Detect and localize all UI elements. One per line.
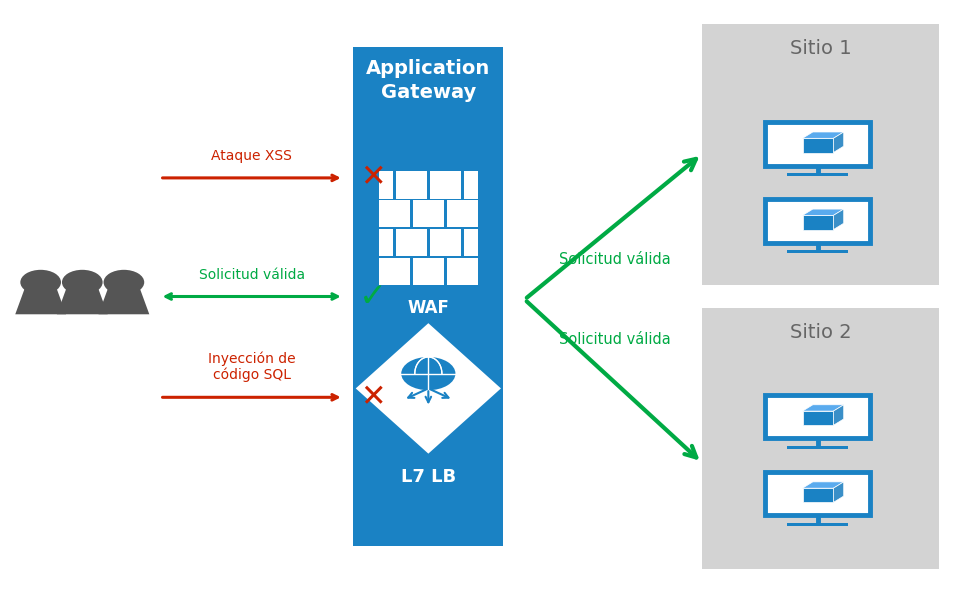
FancyBboxPatch shape <box>378 229 393 256</box>
Text: Sitio 2: Sitio 2 <box>790 323 851 342</box>
Text: Solicitud válida: Solicitud válida <box>559 332 671 347</box>
Text: ✕: ✕ <box>360 383 385 412</box>
FancyBboxPatch shape <box>766 122 870 165</box>
Circle shape <box>402 357 456 390</box>
Polygon shape <box>802 215 833 229</box>
Polygon shape <box>99 289 149 314</box>
FancyBboxPatch shape <box>378 171 393 199</box>
Polygon shape <box>802 405 844 411</box>
Text: WAF: WAF <box>408 299 449 317</box>
Text: Application
Gateway: Application Gateway <box>366 59 491 102</box>
FancyBboxPatch shape <box>464 229 478 256</box>
Circle shape <box>62 270 103 295</box>
FancyBboxPatch shape <box>702 24 939 285</box>
FancyBboxPatch shape <box>412 258 444 285</box>
Circle shape <box>104 270 144 295</box>
Polygon shape <box>15 289 66 314</box>
FancyBboxPatch shape <box>702 308 939 569</box>
Polygon shape <box>833 132 844 152</box>
FancyBboxPatch shape <box>464 171 478 199</box>
FancyBboxPatch shape <box>788 523 848 526</box>
Polygon shape <box>802 411 833 425</box>
Circle shape <box>20 270 61 295</box>
Text: Ataque XSS: Ataque XSS <box>211 149 292 163</box>
FancyBboxPatch shape <box>766 199 870 243</box>
FancyBboxPatch shape <box>788 250 848 253</box>
Text: ✓: ✓ <box>359 280 386 313</box>
Polygon shape <box>833 405 844 425</box>
Text: L7 LB: L7 LB <box>401 468 456 486</box>
FancyBboxPatch shape <box>412 200 444 228</box>
Polygon shape <box>356 323 501 454</box>
FancyBboxPatch shape <box>430 171 461 199</box>
FancyBboxPatch shape <box>766 472 870 515</box>
Polygon shape <box>57 289 107 314</box>
Text: Solicitud válida: Solicitud válida <box>198 267 305 282</box>
FancyBboxPatch shape <box>446 258 478 285</box>
Text: Sitio 1: Sitio 1 <box>790 39 851 58</box>
FancyBboxPatch shape <box>788 446 848 449</box>
FancyBboxPatch shape <box>396 229 427 256</box>
Polygon shape <box>802 138 833 152</box>
Text: ✕: ✕ <box>360 164 385 192</box>
FancyBboxPatch shape <box>378 200 410 228</box>
Text: Solicitud válida: Solicitud válida <box>559 252 671 267</box>
Polygon shape <box>802 488 833 502</box>
FancyBboxPatch shape <box>446 200 478 228</box>
Polygon shape <box>833 482 844 502</box>
FancyBboxPatch shape <box>788 173 848 176</box>
FancyBboxPatch shape <box>353 47 503 546</box>
Polygon shape <box>802 482 844 488</box>
Polygon shape <box>802 132 844 138</box>
FancyBboxPatch shape <box>396 171 427 199</box>
FancyBboxPatch shape <box>378 258 410 285</box>
FancyBboxPatch shape <box>430 229 461 256</box>
Polygon shape <box>802 209 844 215</box>
FancyBboxPatch shape <box>766 395 870 438</box>
Text: Inyección de
código SQL: Inyección de código SQL <box>208 351 295 382</box>
Polygon shape <box>833 209 844 229</box>
